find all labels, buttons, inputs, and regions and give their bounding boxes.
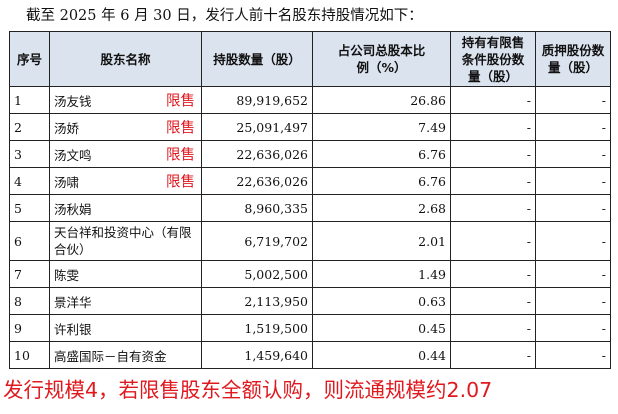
holder-name-text: 汤秋娟 (54, 201, 92, 217)
row-restricted-shares: - (450, 341, 536, 369)
header-restricted-shares: 持有有限售 条件股份数 量（股） (450, 31, 536, 87)
row-restricted-shares: - (450, 194, 536, 222)
holder-name-text: 汤啸 (54, 174, 80, 190)
row-restricted-shares: - (450, 113, 536, 141)
holder-name-text: 景洋华 (54, 294, 92, 310)
row-pledged-shares: - (535, 260, 611, 288)
row-seq: 1 (9, 86, 50, 114)
row-shares: 6,719,702 (201, 221, 313, 261)
row-restricted-shares: - (450, 287, 536, 315)
row-pledged-shares: - (535, 314, 611, 342)
row-pledged-shares: - (535, 86, 611, 114)
row-percentage: 7.49 (312, 113, 451, 141)
table-row: 7 陈雯 5,002,500 1.49- - (9, 260, 611, 288)
row-seq: 7 (9, 260, 50, 288)
row-percentage: 1.49 (312, 260, 451, 288)
holder-name-text: 陈雯 (54, 267, 80, 283)
header-pledged-shares: 质押股份数 量（股） (535, 31, 611, 87)
row-percentage: 6.76 (312, 167, 451, 195)
row-seq: 5 (9, 194, 50, 222)
row-shares: 8,960,335 (201, 194, 313, 222)
holder-name-text: 天台祥和投资中心（有限合伙） (54, 225, 192, 257)
row-pledged-shares: - (535, 140, 611, 168)
holder-name-text: 高盛国际－自有资金 (54, 348, 167, 364)
header-percentage: 占公司总股本比 例（%） (312, 31, 451, 87)
holder-name-text: 许利银 (54, 321, 92, 337)
row-holder-name: 汤友钱 限售 (49, 86, 202, 114)
row-restricted-shares: - (450, 140, 536, 168)
row-percentage: 26.86 (312, 86, 451, 114)
row-seq: 9 (9, 314, 50, 342)
table-row: 1 汤友钱 限售 89,919,652 26.86- - (9, 86, 611, 114)
row-pledged-shares: - (535, 341, 611, 369)
table-row: 8 景洋华 2,113,950 0.63- - (9, 287, 611, 315)
row-shares: 1,459,640 (201, 341, 313, 369)
row-seq: 10 (9, 341, 50, 369)
row-holder-name: 高盛国际－自有资金 (49, 341, 202, 369)
holder-name-text: 汤文鸣 (54, 147, 92, 163)
row-restricted-shares: - (450, 167, 536, 195)
intro-text: 截至 2025 年 6 月 30 日，发行人前十名股东持股情况如下： (26, 8, 423, 24)
table-row: 5 汤秋娟 8,960,335 2.68- - (9, 194, 611, 222)
row-seq: 6 (9, 221, 50, 261)
table-row: 9 许利银 1,519,500 0.45- - (9, 314, 611, 342)
holder-name-text: 汤娇 (54, 120, 80, 136)
table-row: 10 高盛国际－自有资金 1,459,640 0.44- - (9, 341, 611, 369)
row-percentage: 0.63 (312, 287, 451, 315)
row-shares: 22,636,026 (201, 140, 313, 168)
row-shares: 1,519,500 (201, 314, 313, 342)
row-holder-name: 陈雯 (49, 260, 202, 288)
header-shares: 持股数量（股） (201, 31, 313, 87)
row-holder-name: 汤啸 限售 (49, 167, 202, 195)
row-restricted-shares: - (450, 86, 536, 114)
row-seq: 2 (9, 113, 50, 141)
row-shares: 89,919,652 (201, 86, 313, 114)
row-seq: 8 (9, 287, 50, 315)
annotation-note: 发行规模4，若限售股东全额认购，则流通规模约2.07 (3, 378, 493, 402)
table-row: 3 汤文鸣 限售 22,636,026 6.76- - (9, 140, 611, 168)
row-percentage: 0.44 (312, 341, 451, 369)
row-restricted-shares: - (450, 260, 536, 288)
table-body: 1 汤友钱 限售 89,919,652 26.86- -2 汤娇 限售 25,091,497 7.… (9, 86, 611, 369)
restricted-tag: 限售 (166, 120, 195, 137)
row-seq: 4 (9, 167, 50, 195)
holder-name-text: 汤友钱 (54, 93, 92, 109)
row-percentage: 2.01 (312, 221, 451, 261)
row-holder-name: 汤娇 限售 (49, 113, 202, 141)
row-pledged-shares: - (535, 167, 611, 195)
row-holder-name: 汤文鸣 限售 (49, 140, 202, 168)
row-restricted-shares: - (450, 221, 536, 261)
row-shares: 22,636,026 (201, 167, 313, 195)
restricted-tag: 限售 (166, 93, 195, 110)
row-seq: 3 (9, 140, 50, 168)
top-ten-shareholders-table: 序号 股东名称 持股数量（股） 占公司总股本比 例（%） 持有有限售 条件股份数 量（… (9, 31, 611, 369)
row-percentage: 2.68 (312, 194, 451, 222)
row-pledged-shares: - (535, 221, 611, 261)
row-restricted-shares: - (450, 314, 536, 342)
row-shares: 25,091,497 (201, 113, 313, 141)
row-pledged-shares: - (535, 287, 611, 315)
row-holder-name: 汤秋娟 (49, 194, 202, 222)
table-header-row: 序号 股东名称 持股数量（股） 占公司总股本比 例（%） 持有有限售 条件股份数 量（… (9, 31, 611, 87)
row-shares: 5,002,500 (201, 260, 313, 288)
row-holder-name: 景洋华 (49, 287, 202, 315)
row-pledged-shares: - (535, 113, 611, 141)
restricted-tag: 限售 (166, 174, 195, 191)
header-seq: 序号 (9, 31, 50, 87)
table-row: 4 汤啸 限售 22,636,026 6.76- - (9, 167, 611, 195)
table-row: 6 天台祥和投资中心（有限合伙） 6,719,702 2.01- - (9, 221, 611, 261)
restricted-tag: 限售 (166, 147, 195, 164)
row-holder-name: 许利银 (49, 314, 202, 342)
row-percentage: 6.76 (312, 140, 451, 168)
row-percentage: 0.45 (312, 314, 451, 342)
header-holder-name: 股东名称 (49, 31, 202, 87)
table-row: 2 汤娇 限售 25,091,497 7.49- - (9, 113, 611, 141)
row-holder-name: 天台祥和投资中心（有限合伙） (49, 221, 202, 261)
row-pledged-shares: - (535, 194, 611, 222)
row-shares: 2,113,950 (201, 287, 313, 315)
